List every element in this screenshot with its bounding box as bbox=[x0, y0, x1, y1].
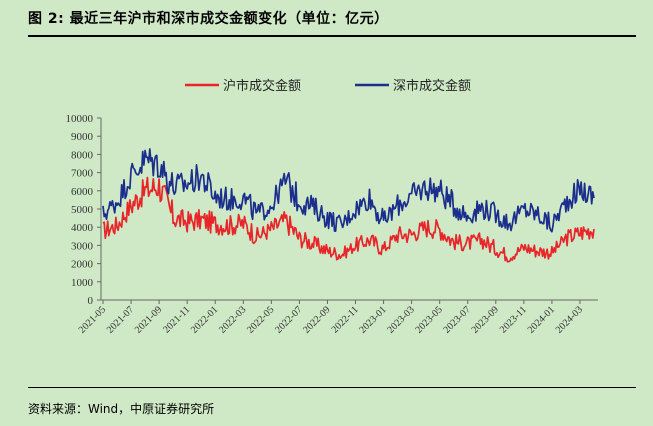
y-tick-label: 8000 bbox=[71, 149, 94, 161]
x-tick-label: 2023-03 bbox=[385, 304, 416, 335]
figure-title: 图 2: 最近三年沪市和深市成交金额变化（单位：亿元） bbox=[28, 11, 389, 27]
x-tick-label: 2022-09 bbox=[301, 304, 332, 335]
x-tick-label: 2022-07 bbox=[273, 304, 304, 335]
chart-series bbox=[102, 148, 595, 263]
legend-label: 深市成交金额 bbox=[393, 78, 471, 94]
source-note: 资料来源：Wind，中原证券研究所 bbox=[28, 402, 215, 416]
y-tick-label: 6000 bbox=[71, 186, 94, 198]
y-tick-label: 5000 bbox=[71, 204, 94, 216]
chart-legend: 沪市成交金额 深市成交金额 bbox=[185, 78, 471, 94]
y-tick-label: 1000 bbox=[71, 277, 94, 289]
x-tick-label: 2022-05 bbox=[245, 304, 276, 335]
y-tick-label: 4000 bbox=[71, 222, 94, 234]
x-tick-label: 2023-05 bbox=[413, 304, 444, 335]
x-tick-label: 2022-11 bbox=[330, 304, 361, 335]
x-tick-label: 2023-07 bbox=[442, 304, 473, 335]
top-rule bbox=[28, 35, 636, 37]
x-tick-label: 2023-09 bbox=[470, 304, 501, 335]
x-tick-label: 2022-03 bbox=[217, 304, 248, 335]
x-tick-label: 2021-07 bbox=[105, 304, 136, 335]
x-tick-label: 2022-01 bbox=[189, 304, 220, 335]
y-tick-label: 7000 bbox=[71, 168, 94, 180]
x-tick-label: 2021-05 bbox=[77, 304, 108, 335]
x-tick-label: 2021-11 bbox=[161, 304, 192, 335]
x-tick-label: 2023-11 bbox=[498, 304, 529, 335]
x-tick-label: 2023-01 bbox=[357, 304, 388, 335]
series-line-shanghai bbox=[102, 176, 595, 263]
y-tick-label: 10000 bbox=[66, 113, 94, 125]
y-tick-label: 2000 bbox=[71, 259, 94, 271]
x-tick-label: 2021-09 bbox=[133, 304, 164, 335]
y-tick-label: 3000 bbox=[71, 240, 94, 252]
x-tick-label: 2024-03 bbox=[554, 304, 585, 335]
y-tick-label: 0 bbox=[88, 295, 94, 307]
legend-label: 沪市成交金额 bbox=[223, 78, 301, 94]
series-line-shenzhen bbox=[102, 148, 595, 233]
bottom-rule bbox=[28, 387, 636, 388]
y-tick-label: 9000 bbox=[71, 131, 94, 143]
x-tick-label: 2024-01 bbox=[526, 304, 557, 335]
